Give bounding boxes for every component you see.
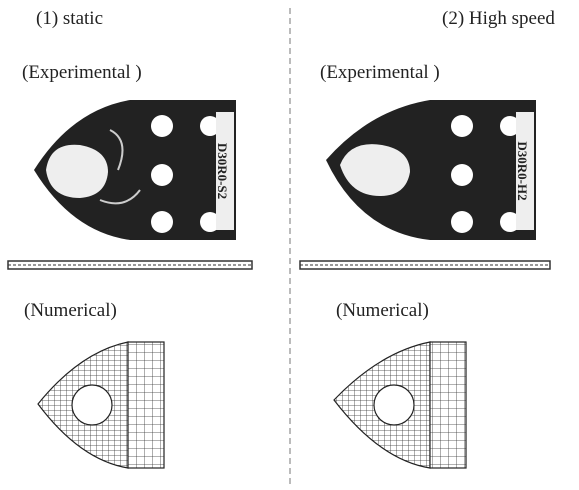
section-label: (Experimental ) [22, 62, 142, 83]
mesh-model [334, 342, 466, 468]
section-label: (Numerical) [24, 300, 117, 321]
specimen-photo: D30R0-S2 [34, 100, 236, 240]
mesh-grid [430, 342, 466, 468]
left-panel: (1) static (Experimental ) D30R0-S2 (Num… [8, 8, 252, 468]
section-label: (Numerical) [336, 300, 429, 321]
mesh-model [38, 342, 164, 468]
panel-title: (1) static [36, 8, 103, 29]
ruler [8, 261, 252, 269]
specimen-id: D30R0-H2 [515, 141, 530, 200]
hole [151, 211, 173, 233]
mesh-hole [72, 385, 112, 425]
mesh-hole [374, 385, 414, 425]
section-label: (Experimental ) [320, 62, 440, 83]
hole [151, 115, 173, 137]
ruler [300, 261, 550, 269]
hole [451, 115, 473, 137]
panel-title: (2) High speed [442, 8, 555, 29]
hole [451, 211, 473, 233]
specimen-id: D30R0-S2 [215, 143, 230, 199]
hole [151, 164, 173, 186]
figure: (1) static (Experimental ) D30R0-S2 (Num… [0, 0, 579, 490]
mesh-grid [128, 342, 164, 468]
right-panel: (2) High speed (Experimental ) D30R0-H2 … [300, 8, 555, 468]
specimen-photo: D30R0-H2 [326, 100, 536, 240]
hole [451, 164, 473, 186]
